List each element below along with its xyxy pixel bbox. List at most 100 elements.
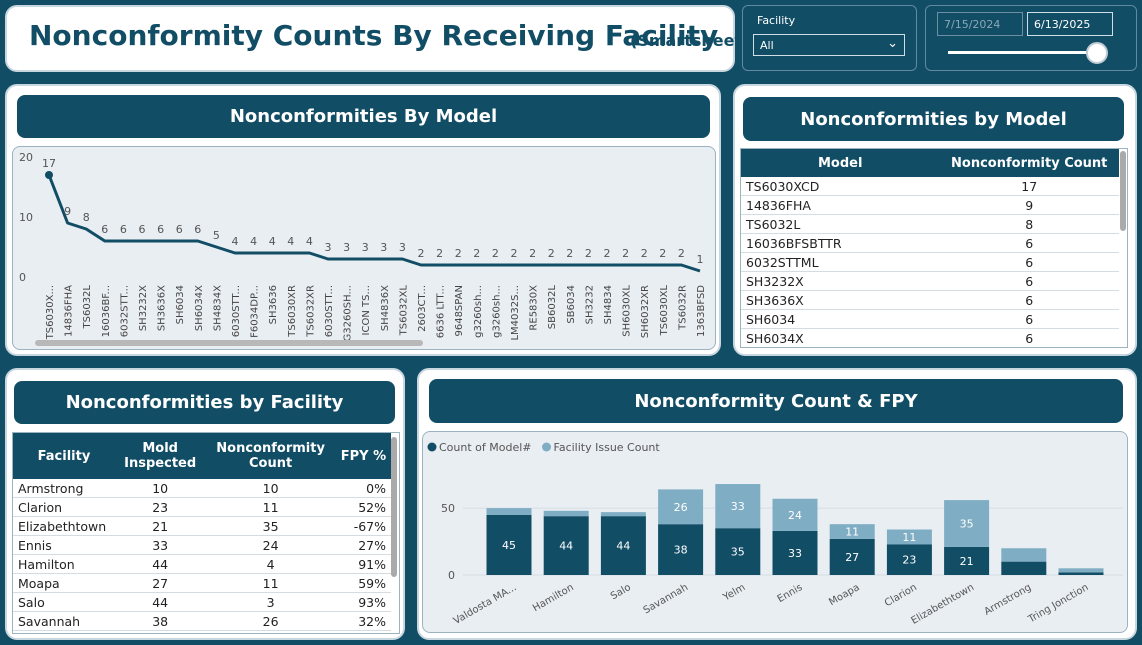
data-label: 3: [325, 241, 332, 254]
table-cell: 6: [939, 328, 1119, 347]
table-cell: 59%: [335, 573, 391, 593]
column-header: Nonconformity Count: [939, 149, 1119, 177]
model-table: Model Nonconformity Count TS6030XCD 17 14836…: [741, 149, 1119, 347]
slider-track: [948, 51, 1098, 54]
table-cell: -67%: [335, 516, 391, 536]
end-date[interactable]: 6/13/2025: [1027, 12, 1113, 36]
line: [47, 174, 701, 273]
table-row: Moapa 27 11 59%: [13, 573, 391, 593]
table-cell: 91%: [335, 554, 391, 574]
bar-segment: [600, 512, 646, 517]
x-tick-label: ICON TS...: [361, 285, 372, 335]
bar-segment: [829, 538, 875, 575]
x-tick-label: 1363BFSD: [696, 285, 707, 337]
panel-title: Nonconformities by Model: [743, 97, 1124, 141]
bar-segment: [944, 546, 990, 575]
table-cell: Armstrong: [13, 479, 115, 498]
table-cell: 9: [939, 195, 1119, 215]
dropdown-value: All: [760, 39, 774, 52]
table-cell: SH3232X: [741, 271, 940, 291]
column-header: FPY %: [335, 433, 391, 479]
data-label: 2: [418, 247, 425, 260]
data-label: 35: [731, 546, 745, 559]
scrollbar[interactable]: [391, 437, 397, 577]
y-tick-label: 0: [19, 271, 26, 284]
table-cell: 10: [205, 479, 336, 498]
table-cell: 27: [114, 573, 206, 593]
table-row: TS6032L 8: [741, 214, 1119, 234]
table-cell: 6: [939, 271, 1119, 291]
data-label: 38: [674, 544, 688, 557]
table-cell: 3: [205, 592, 336, 612]
table-row: SH3232X 6: [741, 271, 1119, 291]
x-tick-label: g3260sh...: [473, 285, 484, 338]
table-cell: 24: [205, 535, 336, 555]
legend-label: Count of Model#: [439, 441, 532, 454]
x-tick-label: 14836FHA: [64, 285, 75, 337]
table-row: Salo 44 3 93%: [13, 592, 391, 612]
bar-segment: [772, 530, 818, 575]
table-cell: 21: [114, 516, 206, 536]
data-label: 2: [492, 247, 499, 260]
data-label: 45: [502, 539, 516, 552]
x-tick-label: TS6032XL: [398, 285, 409, 337]
data-label: 33: [731, 500, 745, 513]
table-row: SH6034 6: [741, 309, 1119, 329]
x-tick-label: Savannah: [642, 582, 691, 616]
bar-segment: [543, 516, 589, 575]
facility-dropdown[interactable]: All ⌄: [753, 34, 905, 56]
x-tick-label: TS6030X...: [45, 285, 56, 340]
table-cell: 4: [205, 554, 336, 574]
scrollbar: [35, 340, 423, 346]
data-label: 3: [380, 241, 387, 254]
x-tick-label: SH4836X: [380, 285, 391, 331]
data-label: 24: [788, 509, 802, 522]
x-tick-label: Yelm: [721, 582, 748, 604]
data-label: 27: [845, 551, 859, 564]
table-cell: Savannah: [13, 611, 115, 631]
x-tick-label: TS6032L: [82, 285, 93, 330]
table-row: Elizabethtown 21 35 -67%: [13, 516, 391, 536]
page-title: Nonconformity Counts By Receiving Facili…: [29, 19, 719, 52]
table-row: 16036BFSBTTR 6: [741, 233, 1119, 253]
slider-handle[interactable]: [1086, 42, 1108, 64]
table-cell: 26: [205, 611, 336, 631]
table-cell: 27%: [335, 535, 391, 555]
start-date[interactable]: 7/15/2024: [937, 12, 1023, 36]
data-label: 6: [157, 223, 164, 236]
table-cell: 6: [939, 233, 1119, 253]
data-label: 33: [788, 547, 802, 560]
x-tick-label: 9648SPAN: [454, 285, 465, 337]
x-tick-label: Elizabethtown: [909, 582, 976, 627]
x-tick-label: G3260SH...: [343, 285, 354, 341]
data-label: 17: [42, 157, 56, 170]
x-tick-label: 6636 LTT...: [436, 285, 447, 338]
data-label: 2: [622, 247, 629, 260]
table-cell: SH6034: [741, 309, 940, 329]
end-date-text: 6/13/2025: [1034, 18, 1091, 31]
table-row: Hamilton 44 4 91%: [13, 554, 391, 574]
x-tick-label: 6032STT...: [119, 285, 130, 337]
bar-segment: [715, 484, 761, 529]
x-tick-label: SH6032XR: [640, 285, 651, 338]
stacked-bar-chart: 0 50 Count of Model# Facility Issue Count 45…: [427, 441, 1123, 627]
x-tick-label: SB6034: [566, 285, 577, 324]
legend-swatch: [542, 442, 552, 452]
table-cell: 11: [205, 497, 336, 517]
data-label: 44: [616, 540, 630, 553]
data-label: 26: [674, 501, 688, 514]
x-tick-label: Armstrong: [982, 582, 1033, 618]
column-header: Facility: [13, 433, 115, 479]
y-tick-label: 20: [19, 151, 33, 164]
table-cell: 11: [205, 573, 336, 593]
scrollbar[interactable]: [1120, 151, 1126, 231]
bar-segment: [600, 516, 646, 575]
data-label: 2: [436, 247, 443, 260]
x-tick-label: SB6032L: [547, 285, 558, 330]
table-row: Clarion 23 11 52%: [13, 497, 391, 517]
bar-segment: [715, 528, 761, 575]
table-cell: TS6032L: [741, 214, 940, 234]
data-label: 2: [548, 247, 555, 260]
x-tick-label: SH6034X: [194, 285, 205, 331]
x-tick-label: TS6030XR: [287, 285, 298, 338]
